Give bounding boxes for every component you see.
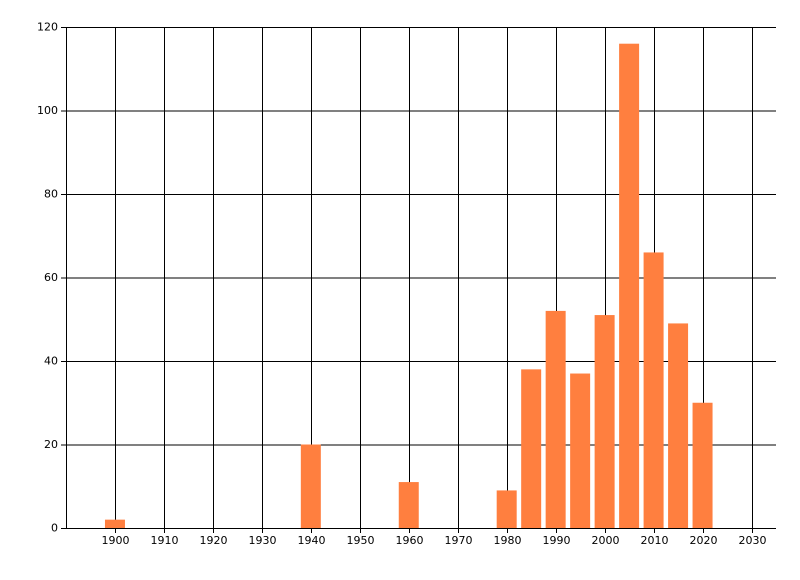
x-tick-label: 1980 [494,534,522,547]
x-tick-label: 1900 [102,534,130,547]
bar [570,373,591,528]
bar [496,490,517,528]
y-tick-label: 80 [44,188,58,201]
x-tick-label: 2010 [641,534,669,547]
bar [668,323,689,528]
bar [104,519,125,528]
bar [692,402,713,528]
x-tick-label: 1910 [151,534,179,547]
y-tick-label: 0 [51,522,58,535]
bar [619,43,640,528]
bar [545,310,566,528]
bar [594,315,615,528]
bar [398,482,419,528]
x-tick-label: 1970 [445,534,473,547]
y-tick-label: 60 [44,271,58,284]
bar [300,444,321,528]
x-tick-label: 1930 [249,534,277,547]
bar [643,252,664,528]
bar [521,369,542,528]
y-tick-label: 100 [37,104,58,117]
x-tick-label: 1990 [543,534,571,547]
y-tick-label: 120 [37,21,58,34]
y-tick-label: 40 [44,355,58,368]
x-tick-label: 2020 [690,534,718,547]
x-tick-label: 2000 [592,534,620,547]
x-tick-label: 1960 [396,534,424,547]
x-tick-label: 1940 [298,534,326,547]
y-tick-label: 20 [44,438,58,451]
x-tick-label: 2030 [739,534,767,547]
x-tick-label: 1950 [347,534,375,547]
x-tick-label: 1920 [200,534,228,547]
